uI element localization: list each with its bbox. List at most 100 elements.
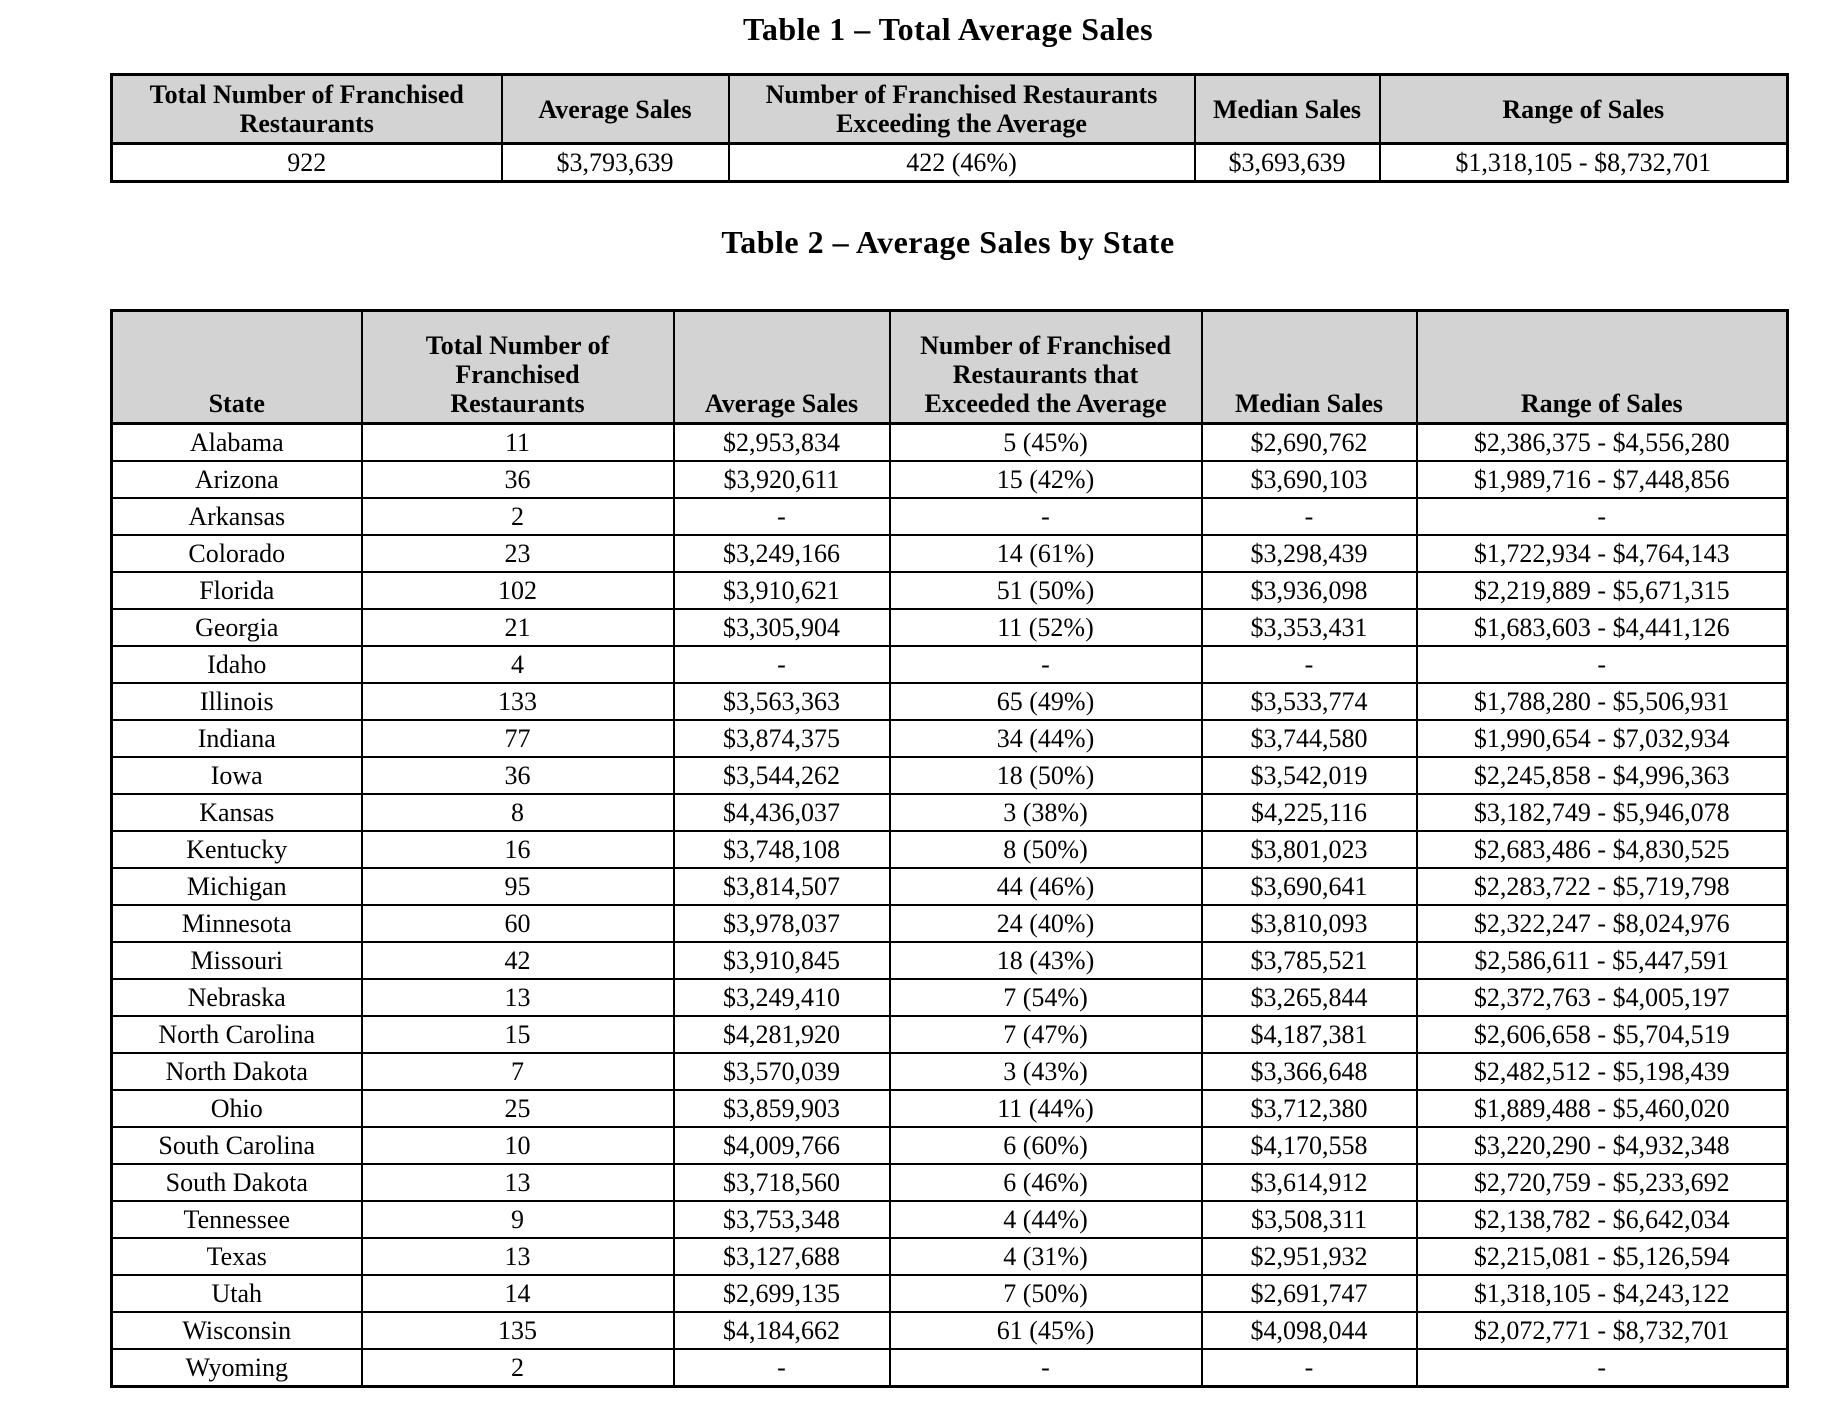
table-cell: $2,372,763 - $4,005,197 [1415,978,1789,1018]
table-cell: 77 [360,719,675,759]
table-cell: $3,366,648 [1200,1052,1418,1092]
table1-header-exceeding-average: Number of Franchised Restaurants Exceedi… [727,73,1196,146]
table-cell: $3,978,037 [672,904,891,944]
table2-header-total-number: Total Number of Franchised Restaurants [360,309,675,426]
table-cell: 36 [360,460,675,500]
table-cell: $3,508,311 [1200,1200,1418,1240]
table-cell: Tennessee [110,1200,363,1240]
table-cell: - [1200,497,1418,537]
table-cell: Colorado [110,534,363,574]
table-cell: South Dakota [110,1163,363,1203]
table-cell: $3,748,108 [672,830,891,870]
table-cell: $2,586,611 - $5,447,591 [1415,941,1789,981]
table-cell: - [1200,645,1418,685]
table-cell: $3,712,380 [1200,1089,1418,1129]
table-cell: $4,170,558 [1200,1126,1418,1166]
table1-title: Table 1 – Total Average Sales [742,11,1154,47]
table-row: North Dakota 7 $3,570,039 3 (43%) $3,366,648… [110,1052,1789,1092]
table-cell: 3 (43%) [888,1052,1203,1092]
table-cell: $3,249,410 [672,978,891,1018]
table-cell: North Carolina [110,1015,363,1055]
table-cell: $2,683,486 - $4,830,525 [1415,830,1789,870]
table-row: South Dakota 13 $3,718,560 6 (46%) $3,614,91… [110,1163,1789,1203]
table-cell: Georgia [110,608,363,648]
table-cell: $2,606,658 - $5,704,519 [1415,1015,1789,1055]
table2-header-exceeded-average: Number of Franchised Restaurants that Ex… [888,309,1203,426]
table-cell: $3,220,290 - $4,932,348 [1415,1126,1789,1166]
table-row: Utah 14 $2,699,135 7 (50%) $2,691,747 $1,318,… [110,1274,1789,1314]
table-cell: Kentucky [110,830,363,870]
table-cell: $4,436,037 [672,793,891,833]
table-cell: 21 [360,608,675,648]
table-cell: Texas [110,1237,363,1277]
table-cell: $2,951,932 [1200,1237,1418,1277]
table-cell: Wisconsin [110,1311,363,1351]
table2-body: Alabama 11 $2,953,834 5 (45%) $2,690,762 $2,3… [110,422,1789,1388]
table-cell: $3,298,439 [1200,534,1418,574]
table-cell: - [1415,645,1789,685]
table-cell: 18 (50%) [888,756,1203,796]
table-cell: $4,187,381 [1200,1015,1418,1055]
table-cell: 61 (45%) [888,1311,1203,1351]
table2-header-row: State Total Number of Franchised Restaur… [110,309,1789,426]
table-cell: 4 [360,645,675,685]
table-cell: $2,245,858 - $4,996,363 [1415,756,1789,796]
table-row: Wyoming 2- - - - [110,1348,1789,1388]
table-row: Arizona 36 $3,920,611 15 (42%) $3,690,103 $1,… [110,460,1789,500]
table-cell: 133 [360,682,675,722]
table-cell: $4,098,044 [1200,1311,1418,1351]
table-cell: $1,318,105 - $8,732,701 [1378,142,1789,183]
table1-header-median-sales: Median Sales [1193,73,1381,146]
table-cell: $3,785,521 [1200,941,1418,981]
table-cell: 4 (31%) [888,1237,1203,1277]
table2-header-range-of-sales: Range of Sales [1415,309,1789,426]
table-row: Nebraska 13 $3,249,410 7 (54%) $3,265,844 $2,… [110,978,1789,1018]
table-cell: 16 [360,830,675,870]
table-cell: $4,225,116 [1200,793,1418,833]
table-cell: $2,215,081 - $5,126,594 [1415,1237,1789,1277]
table-cell: - [888,645,1203,685]
table-cell: 36 [360,756,675,796]
document-page: Table 1 – Total Average Sales Total Numb… [110,0,1789,1389]
table-cell: $3,265,844 [1200,978,1418,1018]
table-cell: - [888,497,1203,537]
table-cell: $3,690,103 [1200,460,1418,500]
table-cell: $3,718,560 [672,1163,891,1203]
table-cell: Arkansas [110,497,363,537]
table-cell: 135 [360,1311,675,1351]
table-cell: Idaho [110,645,363,685]
table-cell: $3,127,688 [672,1237,891,1277]
table-cell: 422 (46%) [727,142,1196,183]
table-cell: $3,874,375 [672,719,891,759]
table-cell: 23 [360,534,675,574]
table1-header-total-number: Total Number of Franchised Restaurants [110,73,503,146]
table-cell: 7 (54%) [888,978,1203,1018]
table1-header-average-sales: Average Sales [500,73,730,146]
table-cell: 11 (52%) [888,608,1203,648]
table-row: Minnesota 60 $3,978,037 24 (40%) $3,810,093 $… [110,904,1789,944]
table-cell: Illinois [110,682,363,722]
table-cell: $3,614,912 [1200,1163,1418,1203]
table-cell: $3,544,262 [672,756,891,796]
table-row: Texas 13 $3,127,688 4 (31%) $2,951,932 $2,215… [110,1237,1789,1277]
table-cell: $3,693,639 [1193,142,1381,183]
table-cell: $2,219,889 - $5,671,315 [1415,571,1789,611]
table-cell: 5 (45%) [888,422,1203,463]
table-cell: 42 [360,941,675,981]
table-cell: $2,072,771 - $8,732,701 [1415,1311,1789,1351]
table-cell: Minnesota [110,904,363,944]
table-cell: 4 (44%) [888,1200,1203,1240]
table-cell: $3,793,639 [500,142,730,183]
table-cell: 2 [360,497,675,537]
table-cell: $2,691,747 [1200,1274,1418,1314]
table-cell: - [1415,497,1789,537]
table-cell: Missouri [110,941,363,981]
table-row: Missouri 42 $3,910,845 18 (43%) $3,785,521 $2… [110,941,1789,981]
table2-title: Table 2 – Average Sales by State [721,224,1175,261]
table-cell: - [672,645,891,685]
table-cell: $3,533,774 [1200,682,1418,722]
table-row: Georgia 21 $3,305,904 11 (52%) $3,353,431 $1,… [110,608,1789,648]
table-cell: $1,318,105 - $4,243,122 [1415,1274,1789,1314]
table-cell: $3,563,363 [672,682,891,722]
table-cell: $3,920,611 [672,460,891,500]
